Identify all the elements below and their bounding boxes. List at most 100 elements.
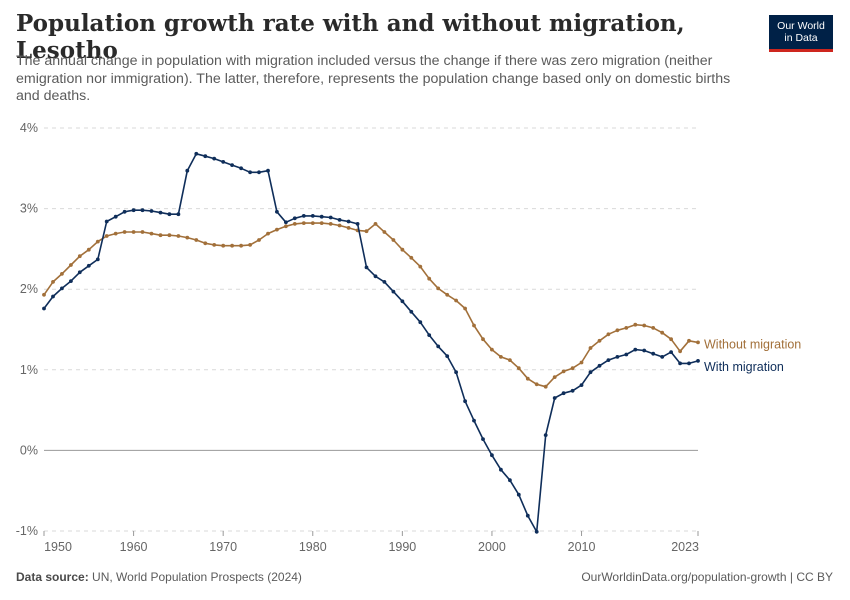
data-point (516, 366, 521, 371)
data-point (346, 219, 351, 224)
data-point (69, 279, 73, 283)
data-point (364, 229, 369, 234)
data-point (212, 156, 217, 161)
data-point (149, 231, 154, 236)
data-point (678, 349, 682, 354)
data-point (561, 369, 566, 374)
data-point (77, 270, 82, 275)
data-point (42, 306, 46, 311)
data-point (543, 433, 548, 437)
data-point (275, 209, 279, 214)
data-point (490, 347, 494, 352)
data-point (508, 478, 512, 483)
data-point (525, 376, 530, 381)
data-point (472, 418, 476, 423)
data-point (140, 208, 145, 213)
data-point (185, 168, 190, 173)
y-tick-label: 3% (20, 202, 38, 216)
data-point (561, 391, 566, 396)
x-tick-label: 1980 (299, 540, 327, 554)
y-tick-label: -1% (16, 524, 38, 538)
data-point (346, 226, 351, 230)
series-labels: Without migration With migration (704, 337, 801, 374)
data-point (418, 264, 423, 269)
x-tick-label: 1970 (209, 540, 237, 554)
data-point (615, 328, 620, 333)
chart-subtitle: The annual change in population with mig… (16, 53, 731, 104)
data-point (534, 529, 539, 534)
data-point (427, 276, 432, 281)
data-point (284, 220, 288, 225)
data-point (472, 323, 476, 328)
data-point (588, 370, 593, 375)
data-point (445, 292, 450, 297)
data-point (445, 354, 450, 358)
data-point (525, 513, 530, 518)
data-point (499, 355, 503, 359)
data-point (436, 286, 441, 291)
data-point (499, 467, 503, 472)
data-point (113, 231, 118, 236)
data-point (606, 358, 611, 362)
data-point (624, 326, 629, 330)
data-point (696, 359, 700, 363)
data-point (669, 337, 673, 342)
data-point (60, 286, 64, 291)
data-point (203, 154, 208, 159)
source-url-link[interactable]: OurWorldinData.org/population-growth | C… (581, 570, 833, 584)
data-point (167, 212, 172, 217)
data-point (301, 221, 306, 226)
data-point (337, 223, 342, 228)
data-point (158, 210, 163, 215)
data-point (463, 399, 467, 404)
data-point (436, 344, 441, 349)
data-point (42, 292, 46, 297)
data-point (212, 243, 217, 247)
data-point (104, 219, 109, 224)
data-point (95, 239, 100, 244)
data-point (292, 216, 297, 221)
data-point (51, 294, 55, 299)
data-point (490, 453, 494, 458)
data-point (77, 254, 82, 259)
owid-logo[interactable]: Our World in Data (769, 15, 833, 52)
y-axis-ticks: -1% 0% 1% 2% 3% 4% (16, 121, 38, 538)
data-point (194, 151, 199, 156)
x-axis-ticks: 1950 1960 1970 1980 1990 2000 2010 2023 (43, 531, 699, 554)
data-point (167, 233, 172, 238)
data-point (391, 238, 396, 242)
data-point (579, 383, 584, 387)
data-point (328, 215, 333, 220)
data-point (642, 348, 647, 353)
data-point (230, 243, 235, 248)
data-point (248, 170, 253, 175)
x-tick-label: 1990 (388, 540, 416, 554)
data-point (400, 247, 405, 252)
data-point (257, 170, 261, 175)
data-point (310, 214, 315, 218)
data-source-label: Data source: (16, 570, 89, 584)
data-point (266, 168, 270, 173)
data-point (319, 214, 324, 219)
x-tick-label: 1950 (44, 540, 72, 554)
data-point (373, 222, 378, 226)
y-tick-label: 0% (20, 443, 38, 457)
data-point (158, 233, 163, 238)
series-without-migration[interactable] (42, 221, 700, 389)
data-point (651, 326, 656, 330)
data-point (284, 224, 288, 229)
grid-layer (44, 127, 698, 532)
data-point (275, 227, 279, 232)
data-point (337, 218, 342, 222)
data-point (257, 238, 261, 242)
data-point (552, 375, 557, 379)
data-point (248, 243, 253, 247)
data-point (86, 247, 91, 252)
data-point (481, 437, 485, 441)
series-with-migration[interactable] (42, 151, 700, 534)
data-point (221, 243, 226, 248)
series-label: With migration (704, 360, 784, 374)
data-point (131, 230, 136, 234)
data-point (570, 366, 575, 371)
